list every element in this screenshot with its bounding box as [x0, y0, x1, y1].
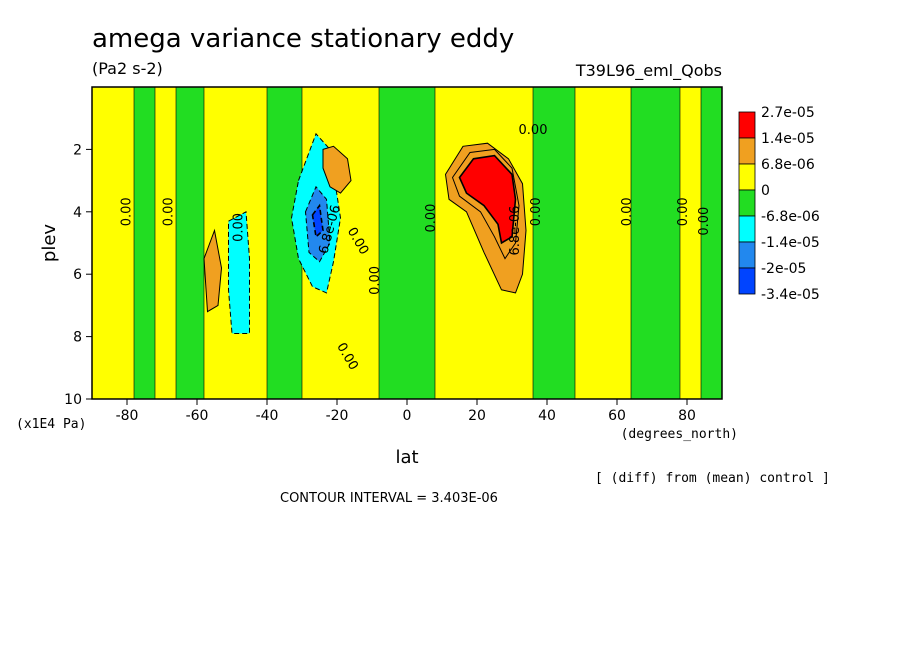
y-tick-label-0: 2 — [73, 142, 82, 158]
background-band-7 — [700, 87, 722, 399]
contour-region-4 — [311, 203, 324, 239]
diff-note: [ (diff) from (mean) control ] — [595, 471, 830, 486]
contour-label-8: 0.00 — [529, 197, 544, 226]
legend-swatch-0 — [738, 111, 756, 139]
color-legend: 2.7e-05 1.4e-05 6.8e-06 0 -6.8e-06 -1.4e-05 -2… — [738, 105, 820, 303]
run-name: T39L96_eml_Qobs — [575, 61, 722, 81]
y-tick-label-2: 6 — [73, 267, 82, 283]
legend-label-2: 6.8e-06 — [761, 157, 815, 173]
x-tick-label-7: 60 — [608, 408, 626, 424]
x-tick-label-4: 0 — [403, 408, 412, 424]
x-axis-units: (degrees_north) — [621, 427, 738, 442]
contour-label-12: 6.8e-06 — [508, 206, 523, 256]
background-band-1 — [133, 87, 156, 399]
legend-label-3: 0 — [761, 183, 770, 199]
contour-label-9: 0.00 — [620, 197, 635, 226]
x-tick-label-6: 40 — [538, 408, 556, 424]
contour-region-1 — [228, 210, 250, 334]
contour-interval: CONTOUR INTERVAL = 3.403E-06 — [280, 491, 498, 506]
x-axis: -80 -60 -40 -20 0 20 40 60 80 — [116, 399, 696, 424]
contour-label-1: 0.00 — [120, 197, 135, 226]
background-band-2 — [175, 87, 205, 399]
y-axis-label: plev — [39, 224, 60, 263]
contour-region-8 — [458, 154, 517, 245]
legend-swatch-4 — [738, 215, 756, 243]
legend-label-4: -6.8e-06 — [761, 209, 820, 225]
contour-label-3: 0.00 — [232, 213, 247, 242]
legend-label-1: 1.4e-05 — [761, 131, 815, 147]
contour-region-0 — [203, 228, 223, 313]
background-band-6 — [630, 87, 681, 399]
legend-swatch-3 — [738, 189, 756, 217]
y-tick-label-4: 10 — [64, 392, 82, 408]
x-tick-label-0: -80 — [116, 408, 139, 424]
contour-label-10: 0.00 — [676, 197, 691, 226]
chart-units: (Pa2 s-2) — [92, 59, 163, 78]
legend-label-5: -1.4e-05 — [761, 235, 820, 251]
y-axis-units: (x1E4 Pa) — [16, 417, 86, 432]
contour-region-5 — [322, 145, 352, 194]
legend-swatch-1 — [738, 137, 756, 165]
chart-title: amega variance stationary eddy — [92, 24, 514, 54]
legend-label-0: 2.7e-05 — [761, 105, 815, 121]
contour-label-2: 0.00 — [162, 197, 177, 226]
contour-label-6: 0.00 — [424, 204, 439, 233]
contour-label-11: 0.00 — [697, 207, 712, 236]
legend-label-7: -3.4e-05 — [761, 287, 820, 303]
x-tick-label-2: -40 — [256, 408, 279, 424]
background-band-4 — [378, 87, 436, 399]
background-band-5 — [532, 87, 576, 399]
x-tick-label-5: 20 — [468, 408, 486, 424]
legend-swatch-6 — [738, 267, 756, 295]
legend-swatch-5 — [738, 241, 756, 269]
x-axis-label: lat — [395, 447, 418, 468]
legend-label-6: -2e-05 — [761, 261, 806, 277]
y-tick-label-1: 4 — [73, 205, 82, 221]
legend-swatch-2 — [738, 163, 756, 191]
y-tick-label-3: 8 — [73, 330, 82, 346]
y-axis: 2 4 6 8 10 — [64, 142, 92, 408]
contour-label-5: 0.00 — [368, 266, 383, 295]
plot-area — [92, 87, 722, 399]
x-tick-label-1: -60 — [186, 408, 209, 424]
x-tick-label-8: 80 — [678, 408, 696, 424]
contour-label-0: 0.00 — [519, 123, 548, 138]
x-tick-label-3: -20 — [326, 408, 349, 424]
